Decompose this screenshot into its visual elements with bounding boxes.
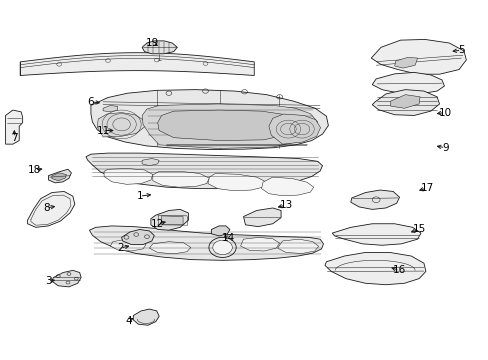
Text: 1: 1 (136, 191, 142, 201)
Polygon shape (122, 229, 154, 244)
Polygon shape (142, 41, 177, 54)
Polygon shape (89, 226, 323, 260)
Text: 5: 5 (457, 45, 464, 55)
Polygon shape (371, 90, 439, 116)
Polygon shape (207, 174, 266, 191)
Polygon shape (5, 110, 22, 144)
Text: 19: 19 (146, 38, 159, 48)
Text: 11: 11 (96, 126, 109, 135)
Polygon shape (261, 177, 313, 196)
Polygon shape (110, 239, 146, 251)
Text: 15: 15 (411, 225, 425, 234)
Polygon shape (240, 237, 279, 251)
Polygon shape (133, 309, 159, 325)
Text: 7: 7 (11, 133, 18, 143)
Polygon shape (103, 105, 118, 112)
Text: 12: 12 (151, 219, 164, 229)
Polygon shape (161, 216, 183, 225)
Polygon shape (142, 158, 159, 166)
Polygon shape (350, 190, 399, 210)
Polygon shape (277, 239, 318, 253)
Polygon shape (331, 224, 420, 245)
Text: 8: 8 (43, 203, 50, 213)
Text: 10: 10 (438, 108, 451, 118)
Text: 16: 16 (392, 265, 406, 275)
Text: 6: 6 (87, 97, 94, 107)
Polygon shape (390, 95, 419, 108)
Polygon shape (52, 173, 66, 181)
Polygon shape (149, 242, 190, 254)
Polygon shape (371, 72, 444, 94)
Polygon shape (211, 226, 229, 236)
Polygon shape (142, 104, 317, 148)
Polygon shape (370, 40, 466, 74)
Polygon shape (20, 53, 254, 76)
Text: 3: 3 (45, 276, 52, 286)
Polygon shape (158, 110, 297, 140)
Polygon shape (325, 252, 425, 285)
Text: 17: 17 (420, 183, 433, 193)
Polygon shape (27, 192, 75, 227)
Polygon shape (151, 210, 188, 230)
Polygon shape (394, 57, 417, 68)
Polygon shape (97, 113, 144, 137)
Polygon shape (153, 171, 209, 187)
Circle shape (212, 240, 232, 255)
Text: 14: 14 (222, 233, 235, 243)
Polygon shape (52, 270, 81, 287)
Text: 13: 13 (279, 200, 292, 210)
Polygon shape (91, 90, 328, 149)
Text: 4: 4 (125, 316, 131, 325)
Polygon shape (48, 169, 71, 183)
Polygon shape (268, 114, 320, 144)
Text: 18: 18 (28, 165, 41, 175)
Polygon shape (104, 168, 153, 184)
Polygon shape (243, 208, 281, 226)
Text: 9: 9 (441, 143, 448, 153)
Text: 2: 2 (117, 243, 123, 253)
Polygon shape (86, 153, 322, 189)
